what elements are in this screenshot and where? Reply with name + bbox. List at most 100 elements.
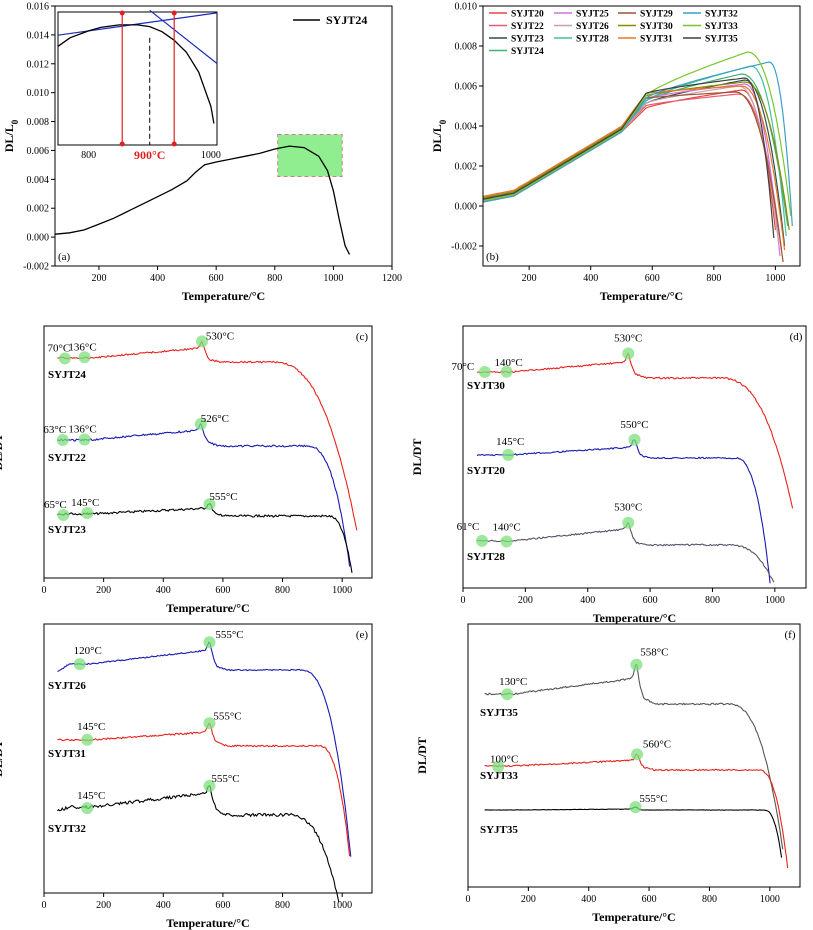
peak-marker xyxy=(492,760,505,773)
panel-b-ytick-label: 0.010 xyxy=(455,2,478,13)
series-line-SYJT32-e xyxy=(56,785,340,903)
panel-f-xlabel: Temperature/°C xyxy=(592,910,675,924)
panel-f-xtick-label: 1000 xyxy=(760,894,780,905)
panel-a-ytick-label: -0.002 xyxy=(23,262,49,273)
panel-c-frame xyxy=(43,325,373,579)
inset-xtick-label: 1000 xyxy=(201,150,221,161)
inset-annotation-900C: 900°C xyxy=(134,148,165,162)
peak-marker xyxy=(56,433,69,446)
peak-label: 65°C xyxy=(44,499,67,511)
peak-label: 560°C xyxy=(643,738,671,750)
panel-b-frame xyxy=(482,5,801,267)
series-line-SYJT20-d xyxy=(476,439,771,584)
legend-label-SYJT32: SYJT32 xyxy=(705,10,738,20)
sample-label-SYJT30: SYJT30 xyxy=(467,380,505,392)
peak-label: 145°C xyxy=(77,721,105,733)
inset-red-marker-top-dot xyxy=(171,10,177,16)
peak-label: 120°C xyxy=(74,645,102,657)
peak-marker xyxy=(194,417,207,430)
panel-f-xtick-label: 800 xyxy=(702,894,717,905)
panel-e-xlabel: Temperature/°C xyxy=(166,916,249,930)
panel-f-xtick-label: 0 xyxy=(466,894,471,905)
panel-a-xtick-label: 800 xyxy=(267,273,282,284)
panel-b-label: (b) xyxy=(486,251,499,263)
panel-f-xtick-label: 600 xyxy=(642,894,657,905)
panel-a-ytick-label: 0.004 xyxy=(27,175,50,186)
peak-marker xyxy=(478,365,491,378)
series-line-SYJT28-d xyxy=(476,521,775,583)
peak-marker xyxy=(500,365,513,378)
inset-red-marker-top-dot xyxy=(119,10,125,16)
peak-label: 145°C xyxy=(496,436,524,448)
panel-a-xlabel: Temperature/°C xyxy=(182,289,265,303)
panel-c-xtick-label: 1000 xyxy=(332,585,352,596)
panel-e-xtick-label: 0 xyxy=(42,900,47,911)
panel-a-ytick-label: 0.008 xyxy=(27,117,50,128)
series-line-SYJT20 xyxy=(482,89,776,231)
series-line-SYJT26-e xyxy=(57,641,352,857)
peak-label: 526°C xyxy=(201,413,229,425)
sample-label-SYJT22: SYJT22 xyxy=(48,452,86,464)
panel-a-xtick-label: 400 xyxy=(150,273,165,284)
series-line-SYJT31-e xyxy=(57,722,351,857)
panel-a-ylabel-subscript: 0 xyxy=(10,119,20,124)
panel-b-ytick-label: 0.002 xyxy=(455,162,478,173)
series-line-SYJT26 xyxy=(482,85,780,243)
sample-label-SYJT35: SYJT35 xyxy=(480,707,518,719)
peak-label: 130°C xyxy=(499,676,527,688)
peak-marker xyxy=(500,535,513,548)
sample-label-SYJT26: SYJT26 xyxy=(48,680,86,692)
peak-label: 550°C xyxy=(620,419,648,431)
peak-marker xyxy=(630,658,643,671)
peak-marker xyxy=(196,335,209,348)
panel-b-xtick-label: 1000 xyxy=(765,273,785,284)
peak-label: 100°C xyxy=(490,754,518,766)
peak-marker xyxy=(502,448,515,461)
panel-d-xtick-label: 200 xyxy=(518,595,533,606)
panel-f-xtick-label: 400 xyxy=(581,894,596,905)
series-line-SYJT32 xyxy=(482,61,793,227)
legend-label-SYJT22: SYJT22 xyxy=(511,22,544,32)
series-line-SYJT30 xyxy=(482,81,790,231)
panel-c-xtick-label: 0 xyxy=(42,585,47,596)
panel-a-frame xyxy=(54,5,393,267)
inset-tangent-line-1 xyxy=(149,9,218,64)
peak-label: 140°C xyxy=(495,357,523,369)
panel-d-ylabel: DL/DT xyxy=(410,439,424,476)
sample-label-SYJT35: SYJT35 xyxy=(480,824,518,836)
legend-label-SYJT20: SYJT20 xyxy=(511,10,544,20)
legend-label-SYJT35: SYJT35 xyxy=(705,35,738,45)
inset-frame xyxy=(57,11,218,146)
panel-e-xtick-label: 200 xyxy=(96,900,111,911)
series-line-SYJT35-f xyxy=(484,806,783,858)
panel-a-ytick-label: 0.014 xyxy=(27,30,50,41)
series-line-SYJT31 xyxy=(482,85,786,251)
peak-marker xyxy=(78,351,91,364)
peak-marker xyxy=(73,658,86,671)
series-line-SYJT23 xyxy=(482,79,786,247)
panel-b-xtick-label: 600 xyxy=(645,273,660,284)
peak-label: 530°C xyxy=(614,333,642,345)
panel-e-ylabel: DL/DT xyxy=(0,740,5,777)
peak-marker xyxy=(203,717,216,730)
legend-label-SYJT23: SYJT23 xyxy=(511,35,544,45)
legend-label-SYJT28: SYJT28 xyxy=(576,35,609,45)
peak-label: 530°C xyxy=(614,502,642,514)
panel-b-xtick-label: 200 xyxy=(522,273,537,284)
panel-b-xlabel: Temperature/°C xyxy=(600,289,683,303)
panel-e-label: (e) xyxy=(356,629,369,641)
panel-e-xtick-label: 1000 xyxy=(332,900,352,911)
panel-b-ylabel-subscript: 0 xyxy=(438,119,448,124)
legend-label-SYJT30: SYJT30 xyxy=(640,22,673,32)
panel-c-xtick-label: 800 xyxy=(275,585,290,596)
panel-d-xtick-label: 400 xyxy=(580,595,595,606)
panel-a-ytick-label: 0.006 xyxy=(27,146,50,157)
legend-label-SYJT29: SYJT29 xyxy=(640,10,673,20)
peak-marker xyxy=(203,636,216,649)
sample-label-SYJT23: SYJT23 xyxy=(48,524,86,536)
legend-label-SYJT31: SYJT31 xyxy=(640,35,673,45)
panel-b-ytick-label: 0.006 xyxy=(455,82,478,93)
panel-d-xtick-label: 0 xyxy=(461,595,466,606)
legend-label-SYJT33: SYJT33 xyxy=(705,22,738,32)
